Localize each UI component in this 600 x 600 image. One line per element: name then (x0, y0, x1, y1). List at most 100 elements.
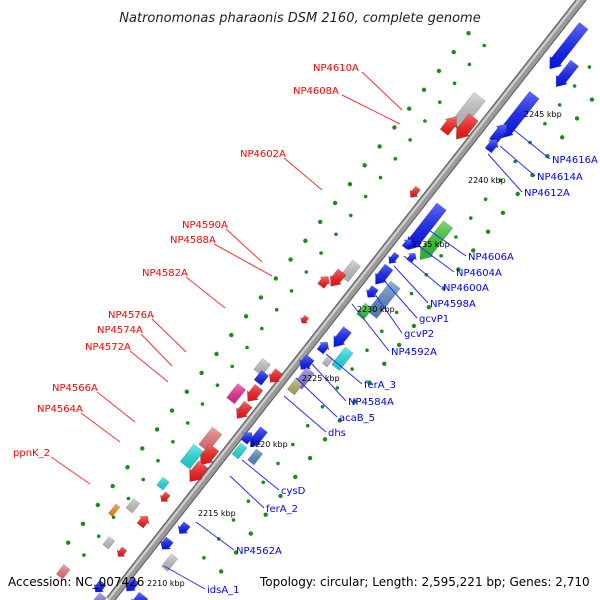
leader-line (311, 363, 347, 402)
gene-label: NP4598A (430, 299, 476, 310)
gene-label: gcvP2 (404, 329, 434, 340)
gene-label: NP4600A (443, 283, 489, 294)
gene-feature-shade (200, 443, 219, 465)
track-dot (154, 427, 160, 432)
track-dot (95, 502, 101, 508)
gene-feature-shade (340, 260, 361, 282)
gene-label: NP4592A (391, 347, 437, 358)
gene-label: NP4608A (293, 86, 339, 97)
track-dot (378, 175, 383, 180)
leader-line (50, 456, 91, 485)
gene-feature-shade (485, 139, 498, 153)
track-dot (320, 405, 325, 409)
track-dot (365, 348, 369, 353)
gene-label: NP4584A (348, 397, 394, 408)
gene-label: NP4604A (456, 268, 502, 279)
track-dot (436, 68, 442, 74)
gene-feature-shade (131, 592, 148, 600)
track-dot (515, 191, 520, 197)
track-dot (171, 440, 175, 444)
gene-feature-shade (56, 564, 70, 579)
track-dot (411, 323, 417, 329)
gene-feature-shade (198, 427, 222, 452)
leader-line (80, 412, 121, 443)
track-dot (382, 361, 387, 366)
track-dot (498, 178, 503, 183)
track-dot (169, 408, 175, 413)
track-dot (156, 458, 160, 463)
gene-feature-shade (556, 60, 579, 87)
leader-line (499, 145, 536, 177)
track-dot (140, 446, 145, 451)
track-dot (82, 553, 86, 557)
track-dot (125, 465, 130, 470)
gene-feature-shade (247, 448, 263, 465)
gene-feature-shade (126, 498, 140, 513)
map-title: Natronomonas pharaonis DSM 2160, complet… (119, 11, 480, 26)
track-dot (319, 251, 323, 255)
gene-label: NP4590A (182, 220, 228, 231)
track-dot (337, 418, 342, 423)
track-dot (352, 399, 357, 404)
gene-label: NP4612A (524, 188, 570, 199)
kbp-tick-label: 2220 kbp (250, 440, 288, 449)
track-dot (263, 512, 268, 517)
track-dot (574, 116, 580, 121)
gene-label: NP4574A (97, 325, 143, 336)
leader-lines (50, 71, 551, 590)
dot-tracks (66, 31, 595, 574)
track-dot (274, 307, 279, 312)
gene-feature-shade (125, 577, 139, 592)
track-dot (229, 332, 234, 338)
track-dot (305, 423, 310, 428)
track-dot (293, 474, 298, 480)
track-dot (407, 106, 412, 111)
gene-feature-shade (450, 92, 486, 131)
gene-feature-shade (160, 491, 171, 502)
track-dot (394, 310, 399, 315)
leader-line (371, 289, 403, 334)
gene-feature-shade (254, 370, 269, 386)
kbp-tick-label: 2225 kbp (302, 374, 340, 383)
track-dot (334, 232, 338, 237)
track-dot (307, 455, 313, 461)
gene-feature-shade (407, 202, 447, 250)
track-dot (303, 238, 308, 243)
leader-line (487, 153, 523, 193)
gene-feature-shade (269, 368, 283, 383)
gene-label: NP4616A (552, 155, 598, 166)
track-dot (483, 197, 488, 201)
track-dot (261, 480, 266, 485)
track-dot (141, 477, 145, 482)
track-dot (278, 493, 283, 499)
gene-label: NP4614A (537, 172, 583, 183)
gene-feature-shade (93, 592, 107, 600)
track-dot (126, 496, 131, 501)
track-dot (393, 157, 398, 161)
track-dot (200, 402, 205, 406)
gene-feature-shade (489, 124, 507, 145)
leader-line (403, 255, 442, 288)
track-dot (426, 305, 431, 310)
track-dot (111, 515, 116, 520)
leader-line (415, 243, 455, 273)
leader-line (283, 157, 323, 191)
gene-feature-shade (178, 521, 191, 534)
track-dot (392, 125, 397, 130)
gene-label: idsA_1 (207, 585, 240, 596)
track-dot (276, 461, 280, 466)
track-dot (409, 291, 414, 296)
track-dot (304, 270, 309, 274)
track-dot (288, 257, 293, 262)
gene-label: ferA_3 (364, 380, 396, 391)
gene-label: cysD (281, 486, 306, 497)
gene-label: dhs (328, 428, 346, 439)
track-dot (421, 87, 427, 93)
gene-label: NP4588A (170, 235, 216, 246)
gene-label: ferA_2 (266, 504, 298, 515)
track-dot (350, 367, 354, 371)
track-dot (467, 62, 472, 67)
track-dot (543, 121, 547, 126)
leader-line (351, 303, 390, 352)
track-dot (363, 194, 368, 199)
